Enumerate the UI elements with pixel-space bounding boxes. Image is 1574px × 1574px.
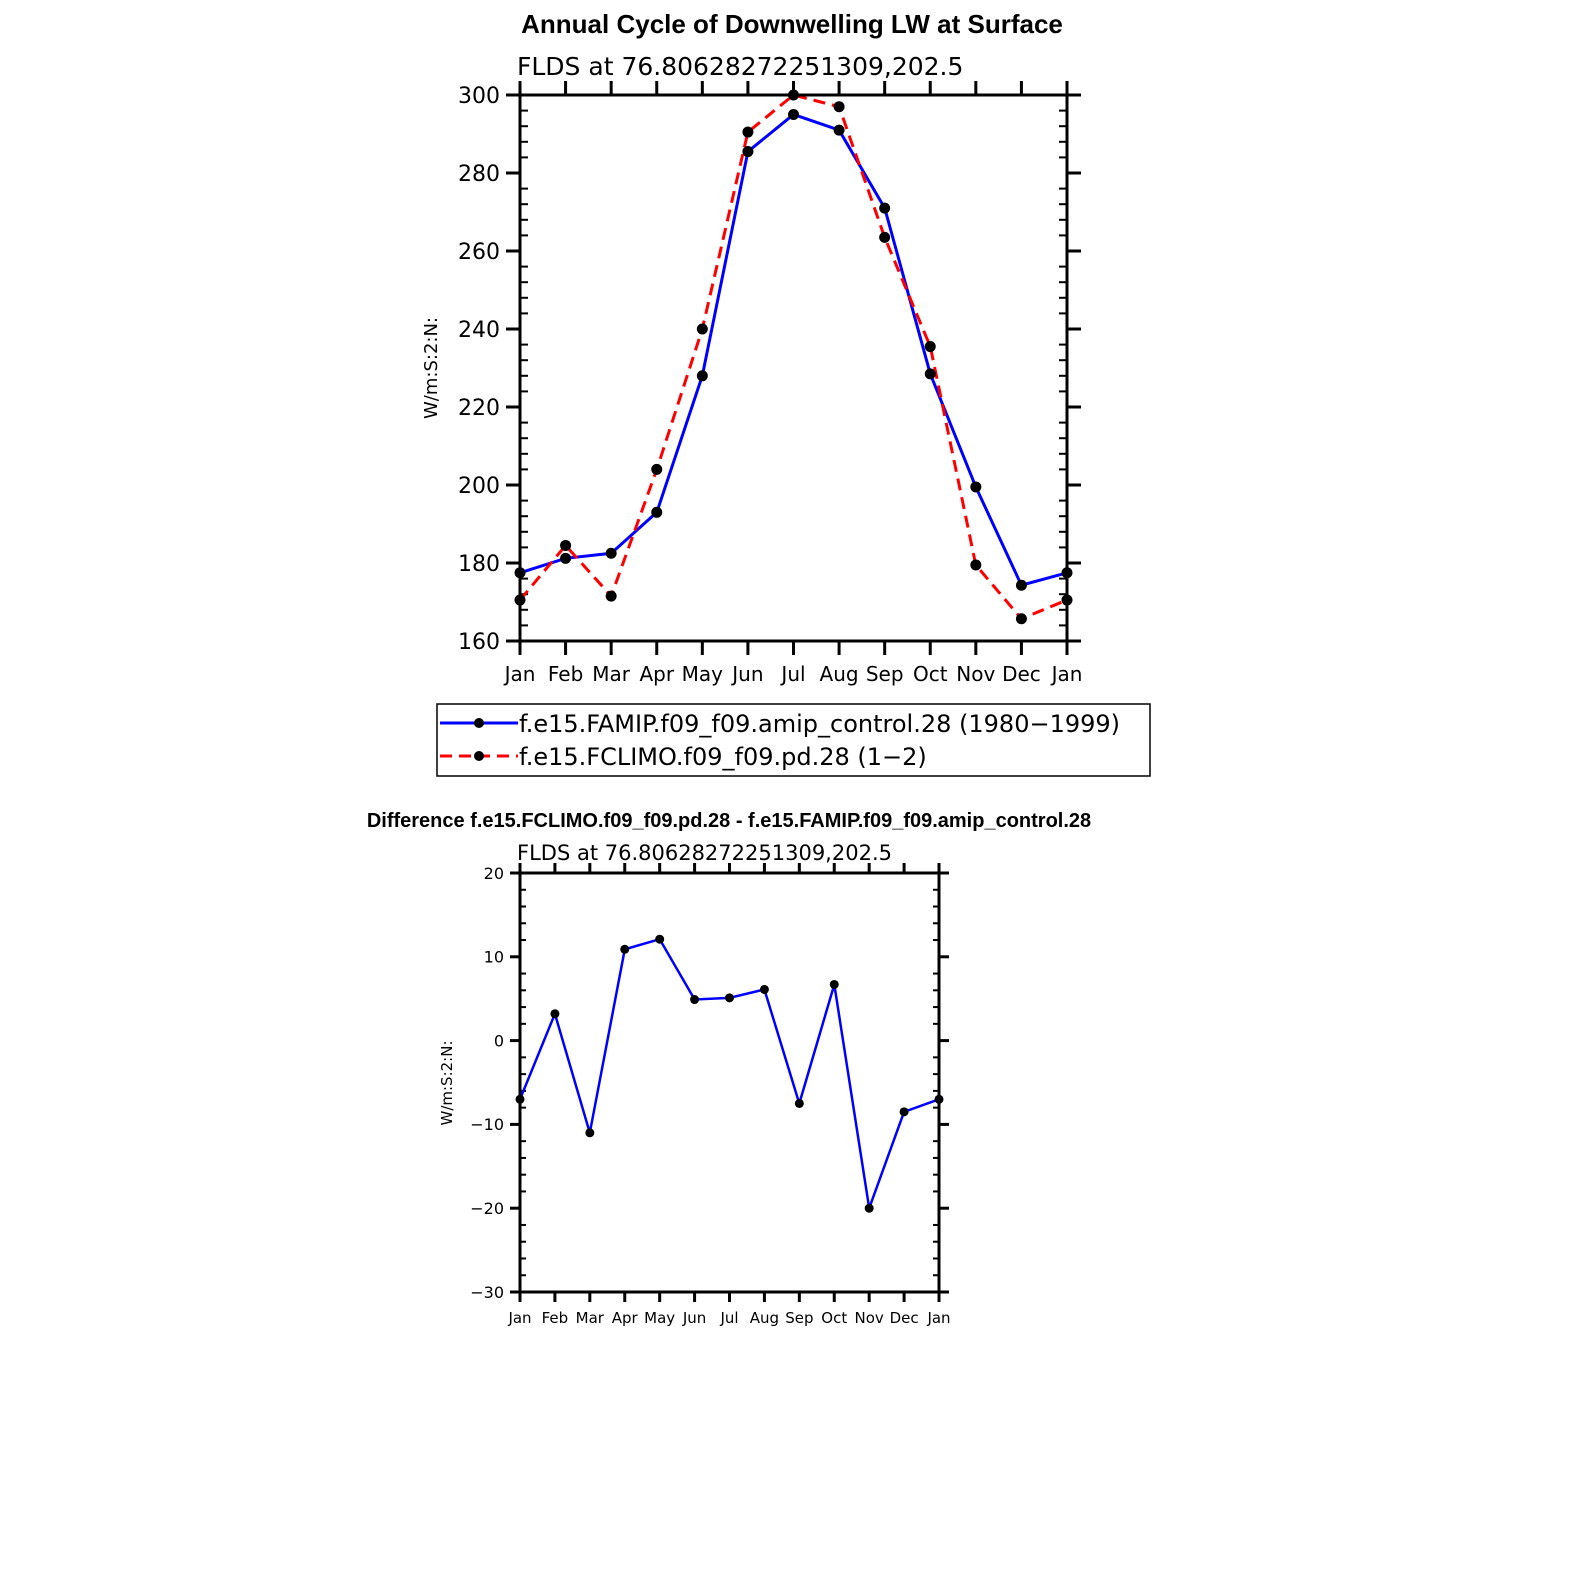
x-tick-label: Apr xyxy=(639,662,674,686)
chart2-plot-area xyxy=(515,934,944,1213)
legend-marker-famip xyxy=(474,718,484,728)
chart2-subtitle: FLDS at 76.80628272251309,202.5 xyxy=(517,841,892,865)
chart1-ylabel: W/m:S:2:N: xyxy=(421,317,442,419)
x-tick-label: Mar xyxy=(592,662,631,686)
data-point-s0 xyxy=(829,979,839,989)
x-tick-label: Aug xyxy=(820,662,859,686)
x-tick-label: Jul xyxy=(719,1309,738,1327)
x-tick-label: Feb xyxy=(542,1309,569,1327)
x-tick-label: Sep xyxy=(866,662,904,686)
chart1-plot-area xyxy=(514,89,1073,625)
data-point-s1 xyxy=(970,559,982,571)
data-point-s0 xyxy=(833,124,845,136)
data-point-s0 xyxy=(742,146,754,158)
x-tick-label: Dec xyxy=(890,1309,919,1327)
data-point-s0 xyxy=(696,370,708,382)
x-tick-label: Jan xyxy=(1050,662,1083,686)
data-point-s1 xyxy=(879,231,891,243)
data-point-s0 xyxy=(605,547,617,559)
data-point-s1 xyxy=(924,341,936,353)
data-point-s1 xyxy=(651,463,663,475)
series-line-0 xyxy=(518,937,940,1209)
x-tick-label: May xyxy=(682,662,724,686)
data-point-s1 xyxy=(560,539,572,551)
chart1-frame xyxy=(518,93,1069,643)
x-tick-label: Jun xyxy=(730,662,763,686)
data-point-s0 xyxy=(864,1203,874,1213)
x-tick-label: Aug xyxy=(750,1309,779,1327)
x-tick-label: Nov xyxy=(855,1309,884,1327)
data-point-s0 xyxy=(788,109,799,120)
legend-label-fclimo: f.e15.FCLIMO.f09_f09.pd.28 (1−2) xyxy=(519,743,927,771)
data-point-s0 xyxy=(550,1009,560,1019)
data-point-s1 xyxy=(1015,613,1027,625)
x-tick-label: Apr xyxy=(612,1309,639,1327)
data-point-s0 xyxy=(725,993,734,1003)
x-tick-label: Oct xyxy=(913,662,948,686)
chart2-ylabel: W/m:S:2:N: xyxy=(438,1041,456,1126)
x-tick-label: Jul xyxy=(779,662,805,686)
y-tick-label: 300 xyxy=(458,84,500,109)
data-point-s0 xyxy=(560,552,572,564)
data-point-s0 xyxy=(899,1107,909,1117)
data-point-s1 xyxy=(833,101,845,113)
x-tick-label: Feb xyxy=(548,662,583,686)
chart2-title: Difference f.e15.FCLIMO.f09_f09.pd.28 - … xyxy=(367,810,1091,832)
y-tick-label: 10 xyxy=(484,948,504,967)
data-point-s0 xyxy=(879,202,891,214)
data-point-s0 xyxy=(651,506,663,518)
y-tick-label: −20 xyxy=(470,1199,504,1218)
data-point-s0 xyxy=(585,1128,595,1138)
y-tick-label: −30 xyxy=(470,1283,504,1302)
data-point-s0 xyxy=(655,934,665,944)
chart2-axes: Jan Feb Mar Apr May Jun Jul Aug Sep Oct Nov Dec Jan−… xyxy=(470,863,951,1327)
series-line-0 xyxy=(519,112,1068,587)
chart1-title: Annual Cycle of Downwelling LW at Surfac… xyxy=(521,9,1063,39)
y-tick-label: 0 xyxy=(494,1031,504,1050)
data-point-s0 xyxy=(924,368,936,380)
y-tick-label: 240 xyxy=(458,318,500,343)
data-point-s1 xyxy=(742,126,754,138)
x-tick-label: Jun xyxy=(682,1309,706,1327)
chart2-frame xyxy=(518,871,941,1294)
data-point-s1 xyxy=(605,590,617,602)
y-tick-label: −10 xyxy=(470,1115,504,1134)
chart1-axes: Jan Feb Mar Apr May Jun Jul Aug Sep Oct Nov Dec Jan1… xyxy=(458,81,1082,686)
x-tick-label: Nov xyxy=(956,662,995,686)
y-tick-label: 180 xyxy=(458,552,500,577)
y-tick-label: 160 xyxy=(458,630,500,655)
data-point-s0 xyxy=(690,995,700,1005)
chart1-legend: f.e15.FAMIP.f09_f09.amip_control.28 (198… xyxy=(436,703,1151,777)
y-tick-label: 260 xyxy=(458,240,500,265)
legend-marker-fclimo xyxy=(474,751,484,761)
data-point-s0 xyxy=(970,481,982,493)
y-tick-label: 280 xyxy=(458,162,500,187)
data-point-s0 xyxy=(794,1098,804,1108)
y-tick-label: 20 xyxy=(484,864,504,883)
x-tick-label: Sep xyxy=(785,1309,813,1327)
y-tick-label: 200 xyxy=(458,474,500,499)
data-point-s1 xyxy=(696,323,708,335)
x-tick-label: Jan xyxy=(926,1309,950,1327)
x-tick-label: Jan xyxy=(507,1309,531,1327)
legend-box xyxy=(436,703,1151,777)
x-tick-label: Mar xyxy=(576,1309,605,1327)
chart1-subtitle: FLDS at 76.80628272251309,202.5 xyxy=(517,52,963,81)
data-point-s0 xyxy=(1015,579,1027,591)
x-tick-label: Dec xyxy=(1002,662,1041,686)
x-tick-label: May xyxy=(644,1309,675,1327)
series-line-1 xyxy=(518,93,1068,621)
x-tick-label: Oct xyxy=(821,1309,847,1327)
legend-label-famip: f.e15.FAMIP.f09_f09.amip_control.28 (198… xyxy=(519,710,1120,738)
y-tick-label: 220 xyxy=(458,396,500,421)
data-point-s0 xyxy=(759,984,769,994)
x-tick-label: Jan xyxy=(503,662,536,686)
data-point-s0 xyxy=(620,944,630,954)
